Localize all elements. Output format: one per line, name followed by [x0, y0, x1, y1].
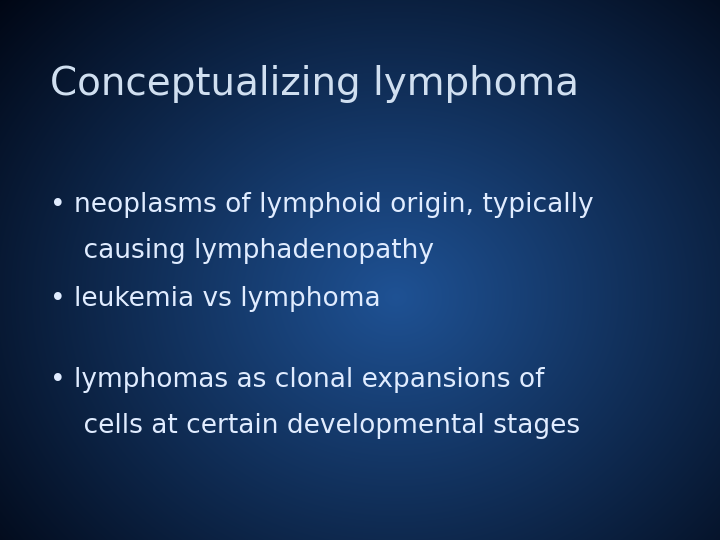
Text: • lymphomas as clonal expansions of: • lymphomas as clonal expansions of: [50, 367, 545, 393]
Text: causing lymphadenopathy: causing lymphadenopathy: [50, 238, 434, 264]
Text: • leukemia vs lymphoma: • leukemia vs lymphoma: [50, 286, 381, 312]
Text: Conceptualizing lymphoma: Conceptualizing lymphoma: [50, 65, 580, 103]
Text: cells at certain developmental stages: cells at certain developmental stages: [50, 413, 580, 439]
Text: • neoplasms of lymphoid origin, typically: • neoplasms of lymphoid origin, typicall…: [50, 192, 594, 218]
